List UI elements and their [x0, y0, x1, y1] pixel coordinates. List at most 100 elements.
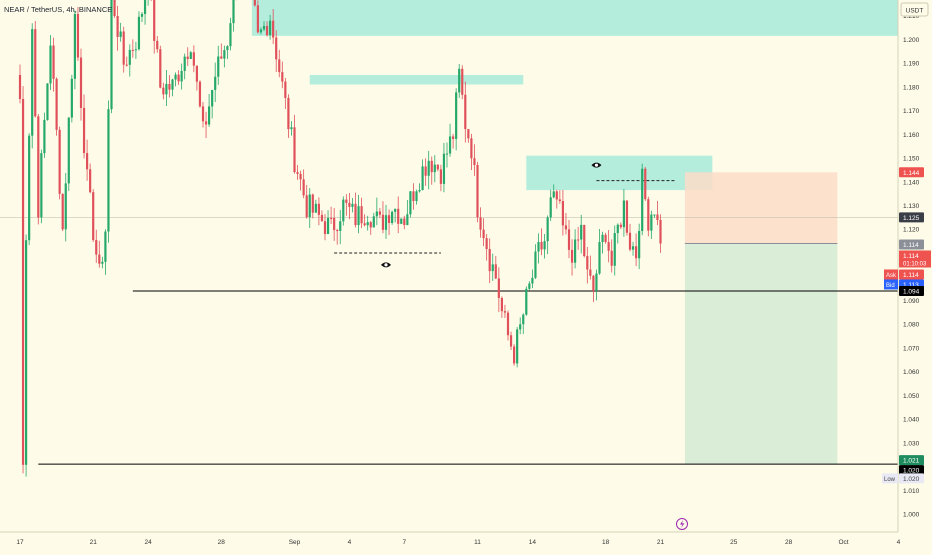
candle-body-199 [626, 200, 628, 232]
candle-body-96 [312, 195, 314, 213]
candle-body-125 [400, 219, 402, 224]
candle-body-154 [489, 249, 491, 271]
candle-body-107 [345, 200, 347, 203]
candle-body-53 [181, 71, 183, 81]
candle-body-78 [257, 5, 259, 32]
candle-body-18 [74, 14, 76, 79]
candle-body-77 [254, 0, 256, 5]
candle-body-85 [278, 59, 280, 72]
price-tick-label: 1.080 [903, 322, 920, 329]
candle-body-27 [101, 262, 103, 264]
candle-body-10 [49, 46, 51, 84]
candle-body-68 [226, 46, 228, 50]
candle-body-144 [458, 69, 460, 93]
candle-body-116 [373, 216, 375, 227]
candle-body-153 [486, 238, 488, 249]
candle-body-145 [461, 69, 463, 95]
candle-body-50 [171, 79, 173, 89]
low-tag: Low [884, 477, 896, 483]
candle-body-141 [449, 136, 451, 153]
price-tick-label: 1.200 [903, 37, 920, 44]
candle-body-183 [577, 240, 579, 241]
candle-body-23 [89, 169, 91, 192]
price-tick-label: 1.000 [903, 512, 920, 519]
candle-body-113 [364, 223, 366, 225]
candle-body-147 [467, 129, 469, 138]
candle-12 [56, 77, 58, 135]
candle-body-28 [104, 232, 106, 262]
candle-163 [516, 327, 518, 367]
candle-body-32 [117, 16, 119, 37]
candle-body-168 [531, 278, 533, 284]
candle-body-156 [495, 264, 497, 278]
candle-body-167 [528, 283, 530, 288]
time-tick-label: 14 [529, 539, 537, 546]
candle-body-60 [202, 106, 204, 121]
candle-body-126 [403, 219, 405, 226]
candle-39 [138, 11, 140, 50]
candle-9 [46, 83, 48, 121]
candle-body-202 [635, 246, 637, 258]
candle-body-82 [269, 21, 271, 35]
candle-body-164 [519, 324, 521, 329]
candle-body-30 [110, 0, 112, 109]
candle-body-15 [65, 183, 67, 229]
candle-body-184 [580, 225, 582, 240]
time-tick-label: 4 [348, 539, 352, 546]
candle-body-36 [129, 50, 131, 65]
candle-body-191 [601, 235, 603, 242]
candle-body-106 [342, 200, 344, 222]
candle-body-102 [330, 218, 332, 219]
candle-59 [199, 80, 201, 107]
candle-body-112 [361, 206, 363, 223]
candle-body-66 [220, 56, 222, 58]
candle-body-151 [479, 217, 481, 229]
candle-body-44 [153, 0, 155, 41]
candle-body-19 [77, 14, 79, 58]
candle-150 [476, 162, 478, 222]
candle-46 [159, 46, 161, 89]
candle-body-37 [132, 50, 134, 51]
candle-body-65 [217, 56, 219, 76]
candle-body-31 [113, 0, 115, 16]
candle-body-51 [174, 75, 176, 80]
candle-body-67 [223, 50, 225, 59]
price-tick-label: 1.090 [903, 298, 920, 305]
candle-body-45 [156, 41, 158, 49]
candle-body-159 [504, 311, 506, 312]
target-price-tag: 1.021 [903, 458, 920, 465]
candle-body-124 [397, 209, 399, 224]
price-tick-label: 1.050 [903, 393, 920, 400]
time-tick-label: 28 [218, 539, 226, 546]
candle-body-127 [406, 214, 408, 225]
candle-body-87 [284, 82, 286, 98]
candle-body-187 [589, 270, 591, 276]
candle-body-57 [193, 52, 195, 65]
candle-body-6 [37, 116, 39, 217]
candle-body-1 [22, 99, 24, 465]
candle-body-101 [327, 218, 329, 234]
candle-body-79 [260, 29, 262, 32]
candle-body-95 [309, 195, 311, 218]
candle-body-169 [534, 252, 536, 278]
candle-body-133 [425, 166, 427, 175]
candle-body-134 [428, 161, 430, 176]
candle-body-13 [59, 130, 61, 194]
eye-pupil-1 [595, 164, 598, 167]
candle-body-143 [455, 92, 457, 139]
candle-body-100 [324, 221, 326, 234]
candle-body-128 [409, 191, 411, 214]
candle-body-25 [95, 240, 97, 255]
candle-body-205 [644, 169, 646, 199]
eye-pupil-0 [384, 263, 387, 266]
price-tick-label: 1.140 [903, 179, 920, 186]
candle-body-135 [431, 161, 433, 172]
price-tick-label: 1.030 [903, 440, 920, 447]
candle-body-90 [293, 127, 295, 172]
last-price-tag: 1.114 [903, 253, 919, 260]
candle-body-5 [34, 29, 36, 116]
candle-body-119 [382, 215, 384, 230]
candle-5 [34, 21, 36, 117]
